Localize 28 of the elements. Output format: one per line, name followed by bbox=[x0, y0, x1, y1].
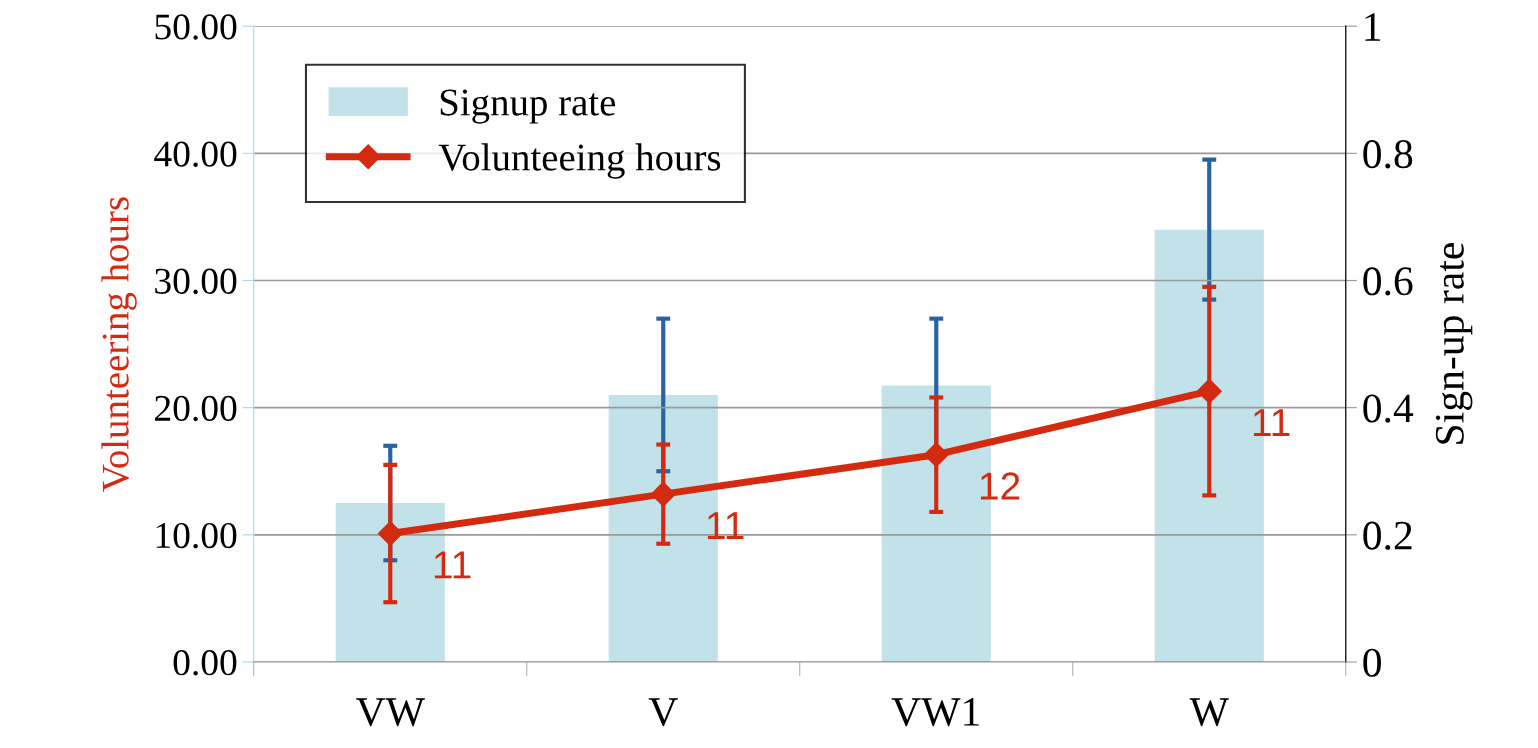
legend-label: Volunteeing hours bbox=[438, 143, 721, 179]
point bbox=[1196, 378, 1222, 404]
point bbox=[650, 481, 676, 507]
y-tick-label: 50.00 bbox=[155, 14, 237, 40]
annotation: 11 bbox=[707, 512, 744, 539]
y-tick-label: 20.00 bbox=[155, 395, 237, 422]
annotation: 12 bbox=[980, 472, 1020, 500]
y-tick-label: 10.00 bbox=[156, 522, 237, 549]
legend-label: Signup rate bbox=[440, 89, 616, 124]
x-tick-label: VW bbox=[356, 698, 425, 727]
x-tick-label: VW1 bbox=[891, 698, 979, 727]
y-axis-title: Volunteering hours bbox=[101, 197, 137, 492]
y-tick-label: 40.00 bbox=[154, 141, 237, 167]
y2-tick-label: 0.6 bbox=[1363, 267, 1413, 296]
x-tick-label: V bbox=[648, 698, 678, 727]
y2-tick-label: 0 bbox=[1363, 648, 1381, 677]
annotation: 11 bbox=[434, 551, 471, 579]
y2-tick-label: 0.8 bbox=[1363, 140, 1413, 169]
y2-tick-label: 0.4 bbox=[1363, 394, 1414, 423]
y2-tick-label: 1 bbox=[1365, 13, 1381, 41]
y-tick-label: 30.00 bbox=[155, 268, 237, 295]
point bbox=[377, 521, 403, 547]
y2-tick-label: 0.2 bbox=[1363, 521, 1412, 550]
x-tick-label: W bbox=[1189, 698, 1229, 727]
y-tick-label: 0.00 bbox=[173, 650, 237, 676]
annotation: 11 bbox=[1253, 409, 1290, 436]
point bbox=[923, 442, 949, 468]
y2-axis-title: Sign-up rate bbox=[1435, 243, 1473, 444]
